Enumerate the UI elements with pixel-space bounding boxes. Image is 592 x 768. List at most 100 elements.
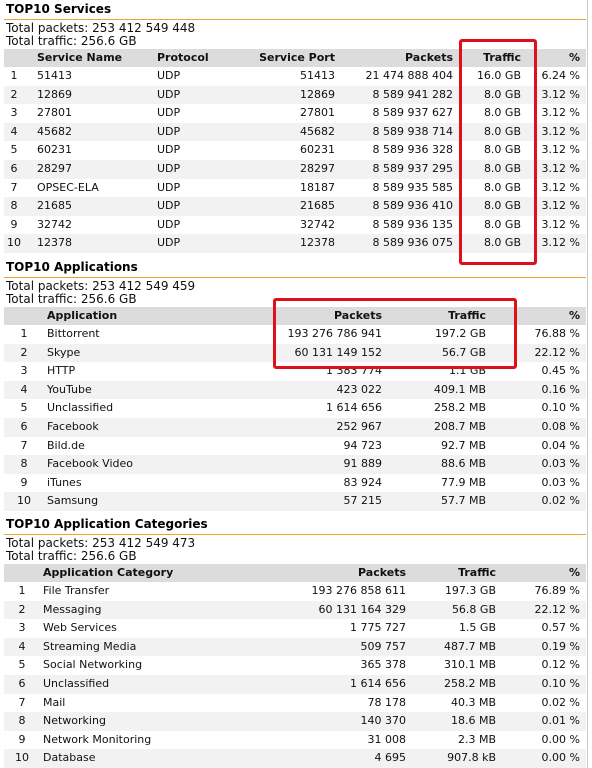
table-cell: 8.0 GB [483,199,521,213]
column-header: Application Category [43,566,174,579]
column-header: Traffic [483,51,521,64]
table-cell: 197.2 GB [434,327,486,340]
table-cell: 91 889 [343,457,383,471]
table-cell: 0.45 % [541,364,580,378]
table-cell: Web Services [43,621,117,635]
section-title: TOP10 Application Categories [6,517,208,531]
section-border [0,515,588,768]
table-cell: UDP [157,124,181,138]
table-cell: 8 589 938 714 [372,124,453,138]
table-cell: 0.12 % [541,658,580,672]
total-traffic: Total traffic: 256.6 GB [6,292,137,306]
table-cell: UDP [157,199,181,213]
table-cell: 1 614 656 [326,401,382,415]
table-cell: 8 [10,199,18,213]
table-cell: UDP [157,236,181,250]
table-cell: 45682 [37,124,72,138]
table-cell: 0.02 % [541,695,580,709]
table-cell: 12378 [300,236,335,250]
table-cell: 28297 [37,162,72,175]
table-cell: Samsung [47,494,99,508]
table-cell: 9 [20,475,28,489]
table-cell: 0.10 % [541,677,580,690]
table-cell: 6.24 % [541,69,580,82]
table-cell: 3 [18,621,26,635]
header-row [4,564,586,582]
table-cell: 27801 [37,106,72,120]
table-cell: 3.12 % [541,143,580,157]
title-underline [4,534,586,535]
table-cell: 0.10 % [541,401,580,415]
table-cell: UDP [157,143,181,157]
table-cell: 28297 [300,162,335,175]
table-cell: 8 589 937 295 [372,162,453,175]
table-cell: 3.12 % [541,87,580,101]
table-cell: 258.2 MB [433,401,486,415]
table-cell: 208.7 MB [433,420,486,433]
table-cell: 1 775 727 [350,621,406,635]
table-cell: 8 [18,714,26,728]
table-cell: 3.12 % [541,106,580,120]
table-row [4,436,586,456]
total-traffic: Total traffic: 256.6 GB [6,34,137,48]
table-cell: 10 [17,494,31,508]
table-row [4,380,586,400]
total-packets: Total packets: 253 412 549 473 [6,536,196,550]
table-row [4,399,586,418]
table-cell: 140 370 [360,714,407,728]
table-cell: 1.5 GB [458,621,496,635]
table-cell: UDP [157,162,181,175]
table-row [4,67,586,86]
table-cell: 0.04 % [541,438,580,452]
table-cell: 57.7 MB [440,494,486,508]
column-header: Traffic [458,566,496,579]
table-cell: 1 [10,69,18,82]
column-header: Packets [334,309,382,322]
table-cell: 92.7 MB [440,438,486,452]
table-row [4,325,586,344]
table-cell: 0.16 % [541,382,580,396]
table-cell: 3.12 % [541,162,580,175]
table-cell: 60231 [300,143,335,157]
table-cell: 8.0 GB [483,143,521,157]
table-cell: 2 [20,345,28,359]
table-row [4,675,586,694]
table-row [4,418,586,437]
table-row [4,85,586,105]
table-cell: Facebook Video [47,457,134,471]
column-header: Packets [358,566,406,579]
table-cell: 31 008 [367,732,407,746]
table-row [4,712,586,731]
table-row [4,730,586,750]
table-cell: 10 [7,236,21,250]
table-cell: 0.57 % [541,621,580,635]
table-cell: 310.1 MB [443,658,496,672]
total-packets: Total packets: 253 412 549 459 [6,279,196,293]
table-cell: 12869 [300,87,335,101]
table-cell: 5 [18,658,26,672]
column-header: Protocol [157,51,209,64]
table-cell: Networking [43,714,106,728]
table-cell: 4 [18,639,26,653]
table-row [4,343,586,363]
table-cell: iTunes [47,475,82,489]
table-cell: 32742 [37,217,72,231]
table-cell: UDP [157,180,181,194]
table-row [4,455,586,474]
table-cell: File Transfer [43,584,110,597]
table-cell: 2 [18,602,26,616]
table-row [4,637,586,657]
table-cell: 8 589 941 282 [372,87,453,101]
table-row [4,178,586,198]
table-cell: 8 589 936 328 [372,143,453,157]
table-cell: 8 589 936 135 [372,217,453,231]
table-cell: YouTube [47,382,92,396]
table-cell: Social Networking [43,658,143,672]
table-row [4,104,586,123]
table-cell: 8 589 936 410 [372,199,453,213]
table-cell: 21685 [300,199,335,213]
table-row [4,234,586,253]
table-cell: Streaming Media [43,639,137,653]
table-cell: 0.00 % [541,751,580,765]
table-row [4,693,586,713]
